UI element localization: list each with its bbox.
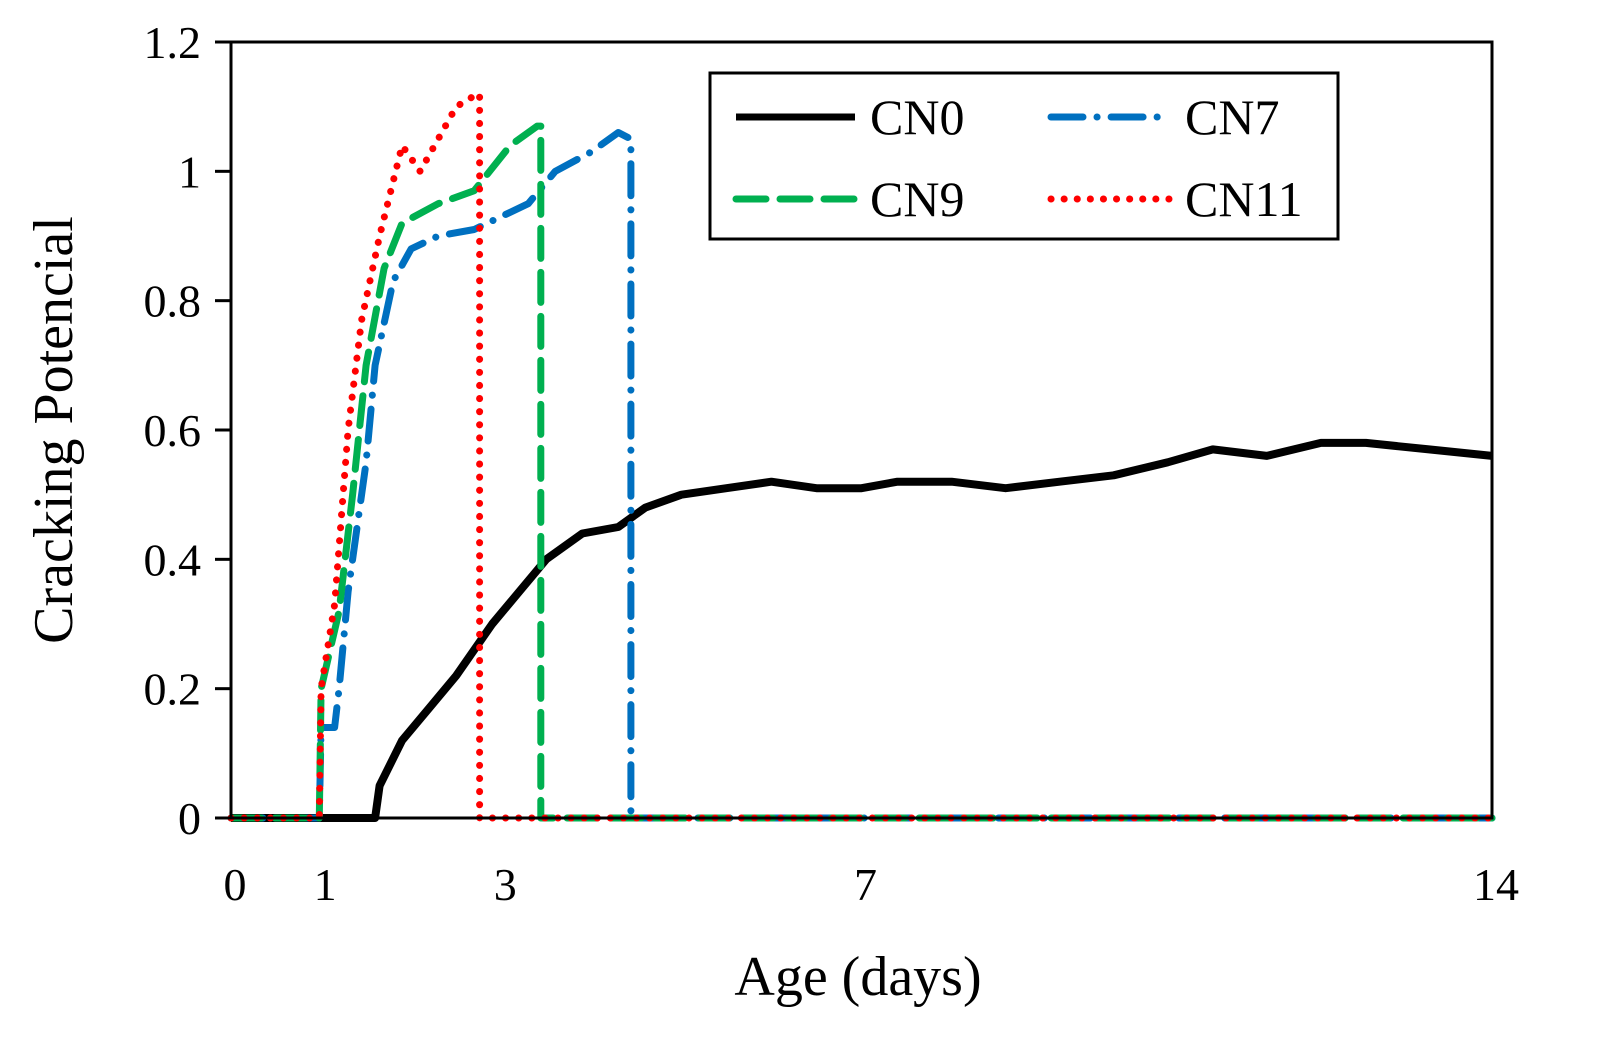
y-tick-label: 0.6 — [144, 405, 202, 456]
y-tick-label: 0.2 — [144, 664, 202, 715]
y-axis-label: Cracking Potencial — [23, 216, 85, 644]
series-line-cn0 — [231, 438, 1493, 822]
y-tick-label: 0 — [178, 793, 201, 844]
legend-label-cn0: CN0 — [870, 89, 964, 145]
legend-label-cn7: CN7 — [1185, 89, 1279, 145]
series-line-cn9 — [227, 122, 1496, 822]
legend-box — [708, 71, 1340, 241]
legend: CN0 CN7 CN9 CN11 — [708, 71, 1340, 241]
x-tick-label: 3 — [494, 859, 517, 910]
y-tick-label: 0.4 — [144, 534, 202, 585]
y-tick-label: 0.8 — [144, 276, 202, 327]
x-tick-label: 0 — [224, 859, 247, 910]
x-tick-label: 7 — [854, 859, 877, 910]
y-axis: 0 0.2 0.4 0.6 0.8 1 1.2 — [144, 17, 231, 844]
y-tick-label: 1.2 — [144, 17, 202, 68]
x-tick-label: 1 — [314, 859, 337, 910]
y-tick-label: 1 — [178, 146, 201, 197]
legend-label-cn11: CN11 — [1185, 171, 1303, 227]
legend-label-cn9: CN9 — [870, 171, 964, 227]
x-tick-label: 14 — [1473, 859, 1519, 910]
x-axis-label: Age (days) — [734, 946, 981, 1008]
series-line-cn7 — [227, 129, 1496, 822]
series-layer — [227, 90, 1496, 822]
x-axis: 0 1 3 7 14 — [224, 859, 1520, 910]
series-line-cn11 — [227, 90, 1496, 822]
